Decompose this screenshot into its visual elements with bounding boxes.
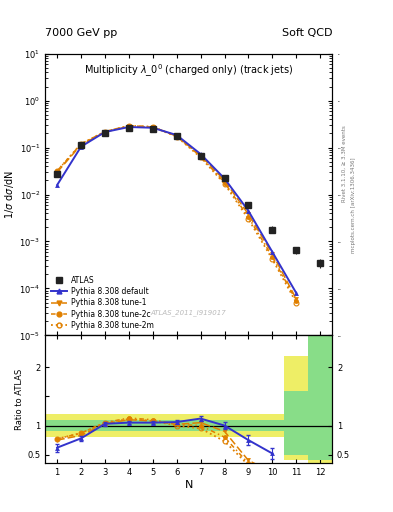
Text: ATLAS_2011_I919017: ATLAS_2011_I919017 <box>151 309 226 315</box>
Text: Soft QCD: Soft QCD <box>282 28 332 38</box>
Legend: ATLAS, Pythia 8.308 default, Pythia 8.308 tune-1, Pythia 8.308 tune-2c, Pythia 8: ATLAS, Pythia 8.308 default, Pythia 8.30… <box>49 274 156 332</box>
Y-axis label: 1/$\sigma$ d$\sigma$/dN: 1/$\sigma$ d$\sigma$/dN <box>4 170 17 219</box>
Text: 7000 GeV pp: 7000 GeV pp <box>45 28 118 38</box>
Text: mcplots.cern.ch [arXiv:1306.3436]: mcplots.cern.ch [arXiv:1306.3436] <box>351 157 356 252</box>
Text: Multiplicity $\lambda\_0^0$ (charged only) (track jets): Multiplicity $\lambda\_0^0$ (charged onl… <box>84 62 294 79</box>
X-axis label: N: N <box>184 480 193 490</box>
Text: Rivet 3.1.10, ≥ 3.3M events: Rivet 3.1.10, ≥ 3.3M events <box>342 125 347 202</box>
Y-axis label: Ratio to ATLAS: Ratio to ATLAS <box>15 369 24 430</box>
